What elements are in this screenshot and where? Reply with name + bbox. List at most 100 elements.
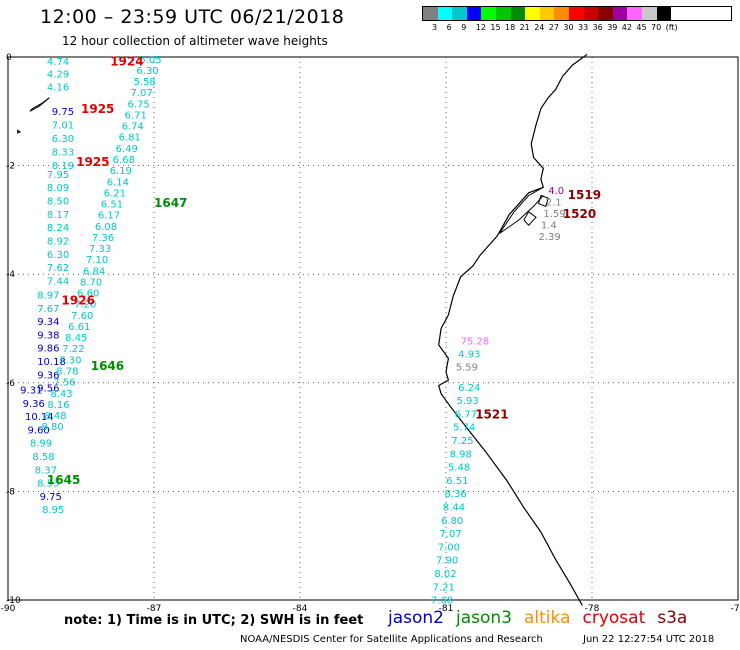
wave-height-value: 1.59 <box>543 209 565 220</box>
wave-height-value: 9.75 <box>40 492 62 503</box>
wave-height-value: 8.16 <box>47 400 69 411</box>
color-swatch <box>466 7 482 20</box>
page-subtitle: 12 hour collection of altimeter wave hei… <box>62 34 328 48</box>
wave-height-value: 8.17 <box>47 210 69 221</box>
wave-height-value: 6.74 <box>122 122 144 133</box>
wave-height-value: 6.51 <box>101 200 123 211</box>
wave-height-value: 6.71 <box>125 110 147 121</box>
altimeter-tracks: 4.74 4.294.16 9.75 7.01 6.30 8.33 8.197.95 8.09… <box>20 55 565 607</box>
wave-height-value: 7.90 <box>436 556 458 567</box>
satellite-legend: jason2 jason3 altika cryosat s3a <box>388 608 699 628</box>
wave-height-value: 8.33 <box>52 147 74 158</box>
color-swatch <box>656 7 672 20</box>
wave-height-value: 8.97 <box>37 290 59 301</box>
longitude-tick-label: -81 <box>439 604 454 614</box>
wave-height-value: 8.37 <box>35 465 57 476</box>
wave-height-value: 8.44 <box>443 503 465 514</box>
wave-height-value: 8.02 <box>434 569 456 580</box>
color-scale-label: 27 <box>548 23 559 32</box>
wave-height-value: 6.21 <box>104 188 126 199</box>
wave-height-value: 5.93 <box>456 396 478 407</box>
legend-entry-s3a: s3a <box>657 608 688 628</box>
wave-height-value: 7.10 <box>86 255 108 266</box>
wave-height-value: 5.48 <box>448 463 470 474</box>
wave-height-value: 7.36 <box>92 233 114 244</box>
color-scale-label: 9 <box>461 23 467 32</box>
page-title: 12:00 – 23:59 UTC 06/21/2018 <box>40 6 345 28</box>
wave-height-value: 7.00 <box>438 542 460 553</box>
wave-height-value: 7.56 <box>53 378 75 389</box>
wave-height-value: 8.45 <box>65 333 87 344</box>
pass-time-label: 1925 <box>81 102 114 116</box>
color-swatch <box>612 7 628 20</box>
latitude-tick-label: -4 <box>6 270 15 280</box>
legend-entry-cryosat: cryosat <box>582 608 646 628</box>
map-gridlines <box>7 56 739 601</box>
wave-height-value: 7.21 <box>433 582 455 593</box>
longitude-tick-label: -84 <box>293 604 308 614</box>
wave-height-value: 7.67 <box>37 304 59 315</box>
coastline <box>17 53 588 606</box>
wave-height-value: 10.18 <box>37 357 66 368</box>
longitude-ticks: -90 -87 -84 -81 -78 -75 <box>1 604 740 614</box>
color-scale-label: (ft) <box>665 23 678 32</box>
wave-height-value: 4.0 <box>548 186 564 197</box>
wave-height-value: 5.59 <box>456 363 478 374</box>
color-swatch <box>583 7 599 20</box>
color-swatch <box>452 7 467 20</box>
island-outline <box>537 194 549 207</box>
wave-height-value: 7.20 <box>74 300 96 311</box>
wave-height-value: 6.30 <box>47 250 69 261</box>
wave-height-value: 6.30 <box>52 134 74 145</box>
gulf-coastline <box>499 186 544 234</box>
wave-height-value: 6.77 <box>455 409 477 420</box>
wave-height-value: 5.05 <box>139 55 161 66</box>
mainland-coastline <box>437 53 588 606</box>
wave-height-value: 8.36 <box>445 489 467 500</box>
pass-time-label: 1521 <box>475 408 508 422</box>
wave-height-value: 6.68 <box>113 155 135 166</box>
longitude-tick-label: -90 <box>1 604 16 614</box>
wave-height-value: 7.44 <box>47 276 69 287</box>
wave-height-value: 10.14 <box>25 412 54 423</box>
wave-height-value: 8.19 <box>52 161 74 172</box>
wave-height-value: 8.53 <box>37 479 59 490</box>
wave-height-value: 7.01 <box>52 120 74 131</box>
wave-height-value: 2.39 <box>538 232 560 243</box>
map-frame <box>7 56 739 601</box>
color-swatch <box>627 7 642 20</box>
legend-entry-altika: altika <box>524 608 571 628</box>
color-scale-label: 18 <box>505 23 516 32</box>
wave-height-value: 6.30 <box>136 66 158 77</box>
longitude-tick-label: -75 <box>731 604 740 614</box>
wave-height-value: 7.30 <box>59 355 81 366</box>
color-scale-label: 70 <box>651 23 662 32</box>
generation-timestamp: Jun 22 12:27:54 UTC 2018 <box>583 634 715 645</box>
color-scale-swatches <box>422 6 732 21</box>
pass-time-label: 1646 <box>91 359 124 373</box>
wave-height-value: 8.48 <box>44 411 66 422</box>
color-scale-label: 15 <box>490 23 501 32</box>
wave-height-value: 9.60 <box>27 425 49 436</box>
color-scale-legend: 3 6 9 12 15 18 21 24 27 30 33 36 39 42 45 70 (ft) <box>422 6 732 35</box>
wave-height-value: 4.16 <box>47 82 69 93</box>
wave-height-value: 8.58 <box>32 452 54 463</box>
wave-height-value: 8.92 <box>47 236 69 247</box>
wave-height-value: 9.36 <box>23 399 45 410</box>
wave-height-value: 8.70 <box>80 277 102 288</box>
legend-entry-jason2: jason2 <box>388 608 444 628</box>
longitude-tick-label: -87 <box>147 604 162 614</box>
wave-height-value: 7.07 <box>130 88 152 99</box>
wave-height-value: 4.74 <box>47 57 69 68</box>
wave-height-value: 7.60 <box>71 311 93 322</box>
color-scale-label: 33 <box>578 23 589 32</box>
wave-height-value: 7.95 <box>47 170 69 181</box>
color-scale-label: 3 <box>432 23 438 32</box>
wave-height-value: 4.29 <box>47 70 69 81</box>
wave-height-value: 1.4 <box>541 220 557 231</box>
wave-height-value: 8.95 <box>42 505 64 516</box>
latitude-tick-label: 0 <box>6 53 12 63</box>
color-swatch <box>641 7 657 20</box>
wave-height-value: 8.80 <box>41 422 63 433</box>
